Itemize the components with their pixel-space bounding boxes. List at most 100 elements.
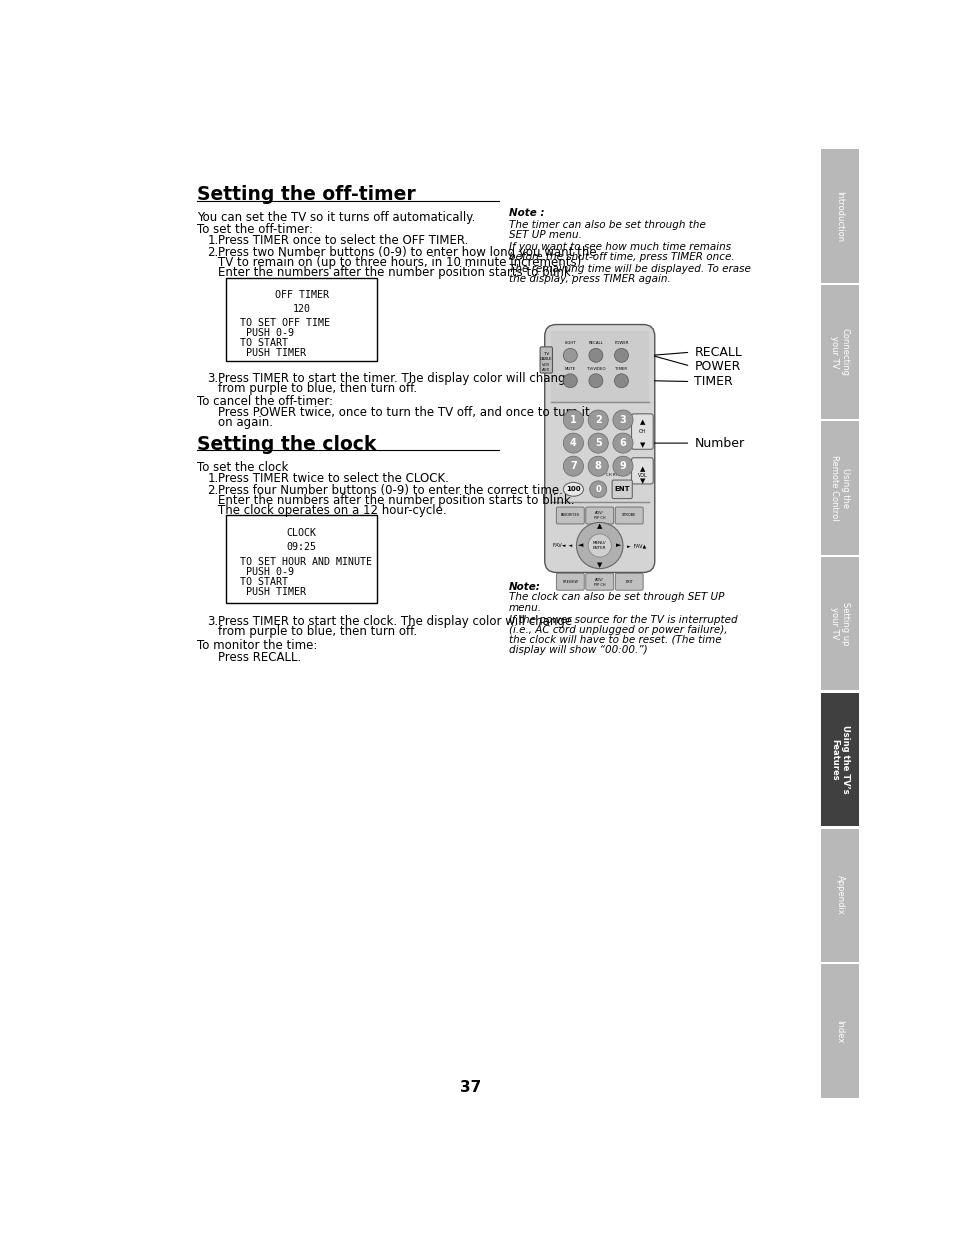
Bar (821, 557, 858, 690)
Text: PREVIEW: PREVIEW (561, 580, 578, 584)
FancyBboxPatch shape (612, 480, 632, 499)
Text: TIMER: TIMER (615, 367, 627, 370)
Text: the clock will have to be reset. (The time: the clock will have to be reset. (The ti… (509, 635, 720, 645)
Text: RECALL: RECALL (694, 346, 741, 358)
Text: OFF TIMER: OFF TIMER (274, 290, 329, 300)
Ellipse shape (562, 483, 583, 496)
FancyBboxPatch shape (631, 458, 653, 484)
Text: FAV◄  ◄: FAV◄ ◄ (553, 543, 572, 548)
Text: PUSH 0-9: PUSH 0-9 (240, 567, 294, 577)
Text: 7: 7 (570, 461, 577, 472)
FancyBboxPatch shape (615, 573, 642, 590)
Circle shape (589, 480, 606, 498)
Text: ADV/
PIP CH: ADV/ PIP CH (594, 511, 605, 520)
Text: Press TIMER once to select the OFF TIMER.: Press TIMER once to select the OFF TIMER… (218, 235, 468, 247)
Text: 2.: 2. (208, 246, 218, 259)
Text: 9: 9 (619, 461, 626, 472)
Text: 4: 4 (570, 438, 577, 448)
Text: 8: 8 (594, 461, 601, 472)
Text: The clock operates on a 12 hour-cycle.: The clock operates on a 12 hour-cycle. (218, 504, 447, 517)
Text: ▲: ▲ (639, 467, 644, 472)
Text: The clock can also be set through SET UP: The clock can also be set through SET UP (509, 593, 723, 603)
Bar (821, 693, 858, 826)
Bar (821, 829, 858, 962)
Text: 6: 6 (619, 438, 626, 448)
Circle shape (588, 348, 602, 362)
Text: from purple to blue, then turn off.: from purple to blue, then turn off. (218, 382, 417, 394)
Text: ►  FAV▲: ► FAV▲ (626, 543, 645, 548)
Text: ENT: ENT (614, 487, 629, 493)
Text: 3.: 3. (208, 372, 218, 384)
Circle shape (612, 433, 633, 453)
Bar (226, 515, 377, 603)
Text: the display, press TIMER again.: the display, press TIMER again. (509, 274, 670, 284)
Text: ▼: ▼ (597, 562, 601, 568)
Bar (550, 331, 648, 403)
Text: ▲: ▲ (639, 420, 644, 425)
Text: POWER: POWER (694, 359, 740, 373)
Circle shape (587, 534, 611, 557)
Bar (821, 149, 858, 283)
FancyBboxPatch shape (585, 573, 613, 590)
Text: TV to remain on (up to three hours, in 10 minute increments).: TV to remain on (up to three hours, in 1… (218, 256, 585, 269)
Circle shape (562, 456, 583, 477)
Text: To set the off-timer:: To set the off-timer: (196, 222, 313, 236)
Text: Press TIMER to start the clock. The display color will change: Press TIMER to start the clock. The disp… (218, 615, 572, 627)
Text: Using the TV’s
Features: Using the TV’s Features (829, 725, 849, 794)
Text: 1.: 1. (208, 472, 218, 485)
Text: TO START: TO START (240, 577, 288, 587)
Bar (821, 421, 858, 555)
FancyBboxPatch shape (556, 573, 583, 590)
Text: STROBE: STROBE (621, 514, 636, 517)
Text: 1: 1 (570, 415, 577, 425)
Circle shape (614, 348, 628, 362)
Text: Using the
Remote Control: Using the Remote Control (829, 454, 849, 521)
Text: Setting the off-timer: Setting the off-timer (196, 185, 416, 204)
Text: POWER: POWER (614, 341, 628, 346)
Text: Note :: Note : (509, 209, 544, 219)
FancyBboxPatch shape (544, 325, 654, 573)
Text: To monitor the time:: To monitor the time: (196, 640, 316, 652)
Text: Connecting
your TV: Connecting your TV (829, 329, 849, 375)
Text: Press POWER twice, once to turn the TV off, and once to turn it: Press POWER twice, once to turn the TV o… (218, 406, 590, 419)
Text: ▲: ▲ (597, 524, 601, 530)
Text: TO SET OFF TIME: TO SET OFF TIME (240, 319, 330, 329)
Circle shape (587, 410, 608, 430)
Text: PUSH TIMER: PUSH TIMER (240, 348, 306, 358)
Text: Press two Number buttons (0-9) to enter how long you want the: Press two Number buttons (0-9) to enter … (218, 246, 597, 259)
Text: If the power source for the TV is interrupted: If the power source for the TV is interr… (509, 615, 737, 625)
Text: ▼: ▼ (639, 442, 644, 448)
Text: MUTE: MUTE (564, 367, 576, 370)
FancyBboxPatch shape (615, 508, 642, 524)
Circle shape (588, 374, 602, 388)
Text: If you want to see how much time remains: If you want to see how much time remains (509, 242, 730, 252)
Text: Press four Number buttons (0-9) to enter the correct time.: Press four Number buttons (0-9) to enter… (218, 484, 562, 496)
Text: You can set the TV so it turns off automatically.: You can set the TV so it turns off autom… (196, 211, 475, 225)
Text: 2: 2 (595, 415, 601, 425)
Text: To set the clock: To set the clock (196, 461, 288, 474)
Text: 120: 120 (293, 304, 311, 314)
Text: TO SET HOUR AND MINUTE: TO SET HOUR AND MINUTE (240, 557, 372, 567)
Text: FAVORITES: FAVORITES (560, 514, 579, 517)
Circle shape (562, 374, 577, 388)
Text: Setting the clock: Setting the clock (196, 435, 375, 453)
Text: The timer can also be set through the: The timer can also be set through the (509, 220, 705, 230)
Text: display will show “00:00.”): display will show “00:00.”) (509, 645, 647, 655)
Text: EXIT: EXIT (624, 580, 633, 584)
Text: Enter the numbers after the number position starts to blink.: Enter the numbers after the number posit… (218, 266, 575, 279)
Bar (226, 278, 377, 361)
Text: Number: Number (694, 437, 743, 450)
Circle shape (614, 374, 628, 388)
Circle shape (562, 410, 583, 430)
Text: RECALL: RECALL (588, 341, 602, 346)
Circle shape (587, 433, 608, 453)
Text: VCR: VCR (541, 363, 550, 367)
Text: The remaining time will be displayed. To erase: The remaining time will be displayed. To… (509, 264, 750, 274)
Text: MENU/
ENTER: MENU/ ENTER (593, 541, 606, 550)
Text: before the shut-off time, press TIMER once.: before the shut-off time, press TIMER on… (509, 252, 734, 262)
Text: ◄: ◄ (578, 542, 582, 548)
Bar (821, 965, 858, 1098)
Text: 1.: 1. (208, 235, 218, 247)
Text: (i.e., AC cord unplugged or power failure),: (i.e., AC cord unplugged or power failur… (509, 625, 727, 635)
Text: Index: Index (835, 1020, 843, 1042)
